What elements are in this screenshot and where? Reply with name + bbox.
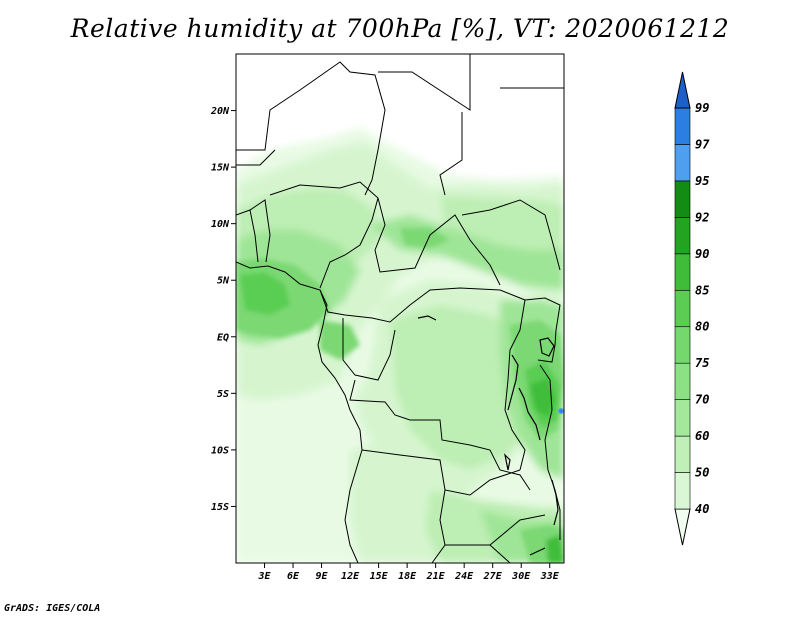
lon-tick-label: 18E <box>398 571 417 582</box>
colorbar-level-label: 85 <box>695 283 709 297</box>
lon-tick-label: 27E <box>483 571 503 582</box>
lat-tick-label: EQ <box>217 332 229 343</box>
lon-tick-label: 24E <box>454 571 474 582</box>
colorbar-box <box>674 362 691 400</box>
lon-tick-label: 15E <box>370 571 389 582</box>
lon-tick-label: 12E <box>341 571 360 582</box>
colorbar-level-label: 90 <box>695 247 709 261</box>
colorbar-level-label: 50 <box>695 466 709 480</box>
colorbar-box <box>674 472 691 510</box>
country-borders <box>236 54 564 563</box>
colorbar-level-label: 60 <box>695 429 709 443</box>
longitude-axis: 3E 6E 9E 12E 15E 18E 21E 24E 27E 30E 33E <box>257 563 560 582</box>
colorbar-box <box>674 144 691 182</box>
lon-tick-label: 3E <box>257 571 271 582</box>
lat-tick-label: 15S <box>211 502 229 513</box>
credit-label: GrADS: IGES/COLA <box>4 603 101 614</box>
colorbar-box <box>674 289 691 328</box>
colorbar-level-label: 97 <box>695 137 710 151</box>
colorbar-level-label: 80 <box>695 320 709 334</box>
latitude-axis: 20N 15N 10N 5N EQ 5S 10S 15S <box>210 106 236 513</box>
lon-tick-label: 9E <box>316 571 329 582</box>
colorbar-level-label: 40 <box>695 502 709 516</box>
humidity-field <box>236 128 564 563</box>
lat-tick-label: 20N <box>210 106 230 117</box>
colorbar-box <box>674 253 691 291</box>
colorbar-box <box>674 180 691 218</box>
chart-title: Relative humidity at 700hPa [%], VT: 202… <box>70 14 730 43</box>
colorbar-level-label: 92 <box>695 210 709 224</box>
lon-tick-label: 21E <box>426 571 446 582</box>
colorbar-level-label: 95 <box>695 174 709 188</box>
colorbar-upper-triangle <box>674 71 691 109</box>
lon-tick-label: 30E <box>511 571 531 582</box>
colorbar-level-label: 70 <box>695 393 709 407</box>
lat-tick-label: 5N <box>217 276 230 287</box>
lat-tick-label: 10S <box>211 445 229 456</box>
colorbar: 40 50 60 70 75 80 85 90 92 95 97 99 <box>674 71 710 546</box>
colorbar-level-label: 75 <box>695 356 709 370</box>
colorbar-box <box>674 435 691 473</box>
colorbar-box <box>674 326 691 364</box>
lon-tick-label: 33E <box>540 571 560 582</box>
map-frame <box>235 53 565 564</box>
colorbar-level-label: 99 <box>695 101 709 115</box>
lakes <box>417 315 559 556</box>
colorbar-lower-triangle <box>674 508 691 546</box>
lat-tick-label: 10N <box>211 219 230 230</box>
colorbar-box <box>674 107 691 145</box>
colorbar-box <box>674 399 691 437</box>
lat-tick-label: 5S <box>217 389 229 400</box>
lat-tick-label: 15N <box>211 163 230 174</box>
lon-tick-label: 6E <box>287 571 300 582</box>
colorbar-box <box>674 217 691 255</box>
